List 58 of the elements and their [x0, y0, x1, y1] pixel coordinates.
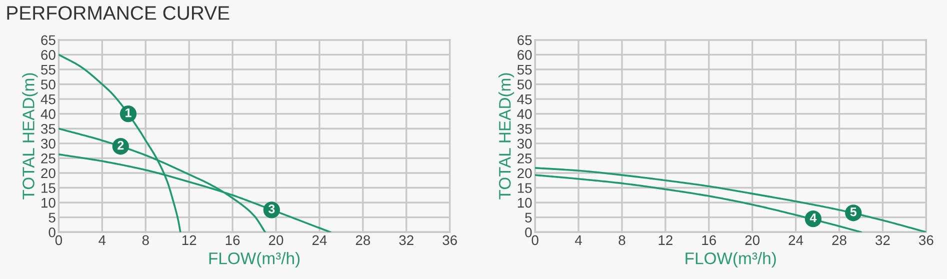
- y-tick-label: 20: [41, 168, 56, 178]
- x-tick-label: 20: [745, 235, 760, 246]
- y-tick-label: 55: [517, 64, 532, 75]
- y-tick-label: 30: [517, 138, 532, 149]
- x-tick-label: 16: [226, 235, 240, 246]
- y-tick-label: 40: [517, 109, 532, 119]
- chart-title: PERFORMANCE CURVE: [7, 6, 230, 20]
- x-tick-label: 28: [832, 235, 846, 246]
- x-tick-label: 4: [574, 235, 582, 245]
- y-tick-label: 35: [517, 124, 532, 134]
- x-tick-label: 12: [182, 235, 196, 245]
- x-axis-title: FLOW(m³/h): [209, 252, 300, 268]
- y-tick-label: 0: [48, 227, 56, 238]
- x-tick-label: 28: [356, 235, 370, 246]
- y-tick-label: 0: [525, 227, 532, 238]
- x-axis-title: FLOW(m³/h): [686, 252, 776, 268]
- y-tick-label: 25: [518, 154, 532, 164]
- annotation: 1: [126, 108, 132, 118]
- x-tick-label: 32: [399, 235, 414, 246]
- x-tick-label: 0: [532, 235, 538, 246]
- y-tick-label: 50: [41, 80, 56, 90]
- x-tick-label: 36: [442, 235, 457, 246]
- x-tick-label: 32: [876, 235, 890, 246]
- y-tick-label: 40: [40, 109, 56, 119]
- y-tick-label: 15: [42, 183, 56, 193]
- x-tick-label: 20: [268, 235, 284, 246]
- x-tick-label: 0: [55, 235, 62, 246]
- y-axis-title: TOTAL HEAD(m): [498, 73, 514, 200]
- y-tick-label: 10: [42, 198, 56, 208]
- y-axis-title: TOTAL HEAD(m): [22, 73, 38, 200]
- x-tick-label: 4: [98, 235, 106, 245]
- annotation: 5: [850, 208, 857, 216]
- x-tick-label: 8: [142, 235, 149, 246]
- annotation: 2: [118, 140, 124, 150]
- y-tick-label: 15: [518, 183, 532, 193]
- x-tick-label: 36: [918, 235, 934, 246]
- annotation: 3: [268, 204, 275, 214]
- y-tick-label: 5: [48, 212, 56, 223]
- x-tick-label: 24: [788, 235, 804, 245]
- y-tick-label: 60: [518, 50, 532, 60]
- y-tick-label: 60: [41, 50, 56, 60]
- y-tick-label: 25: [41, 154, 56, 164]
- y-tick-label: 45: [40, 94, 56, 104]
- y-tick-label: 30: [41, 138, 56, 149]
- x-tick-label: 24: [312, 235, 327, 245]
- y-tick-label: 35: [41, 124, 56, 134]
- y-tick-label: 10: [518, 198, 532, 208]
- x-tick-label: 12: [658, 235, 672, 245]
- y-tick-label: 50: [517, 80, 532, 90]
- y-tick-label: 45: [517, 94, 532, 104]
- y-tick-label: 20: [518, 168, 532, 178]
- y-tick-label: 65: [518, 35, 532, 46]
- y-tick-label: 55: [41, 64, 56, 75]
- x-tick-label: 16: [702, 235, 716, 246]
- x-tick-label: 8: [618, 235, 626, 246]
- y-tick-label: 5: [525, 212, 532, 223]
- y-tick-label: 65: [41, 35, 56, 46]
- annotation: 4: [810, 213, 817, 222]
